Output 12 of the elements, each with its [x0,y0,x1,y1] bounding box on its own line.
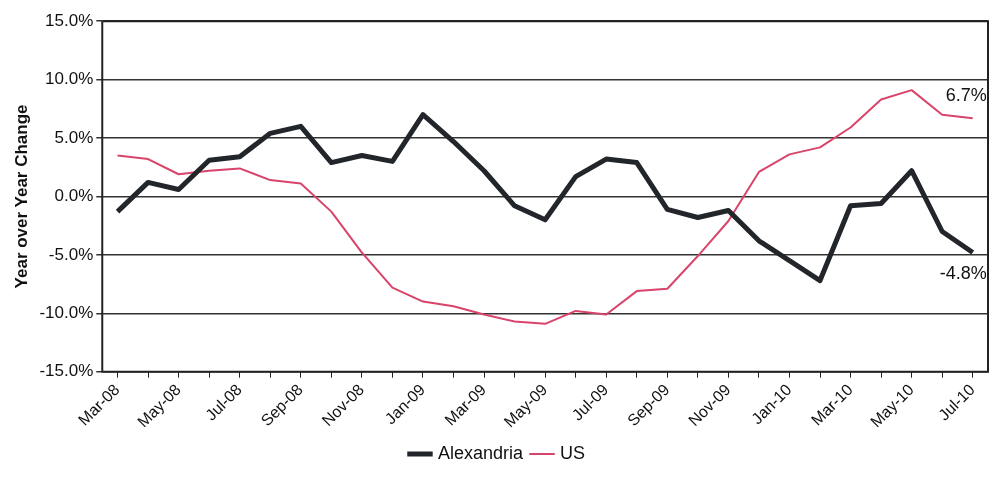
y-tick-label: 15.0% [45,10,94,30]
y-tick-label: -15.0% [39,361,94,381]
y-axis-title: Year over Year Change [11,104,31,289]
legend-label: US [560,442,586,463]
legend-label: Alexandria [437,442,525,463]
y-tick-label: -5.0% [48,244,94,264]
annotation: 6.7% [945,85,987,106]
y-tick-label: -10.0% [39,302,94,322]
annotation: -4.8% [939,263,987,284]
y-tick-label: 0.0% [54,186,94,206]
y-tick-label: 10.0% [45,69,94,89]
y-tick-label: 5.0% [54,127,94,147]
